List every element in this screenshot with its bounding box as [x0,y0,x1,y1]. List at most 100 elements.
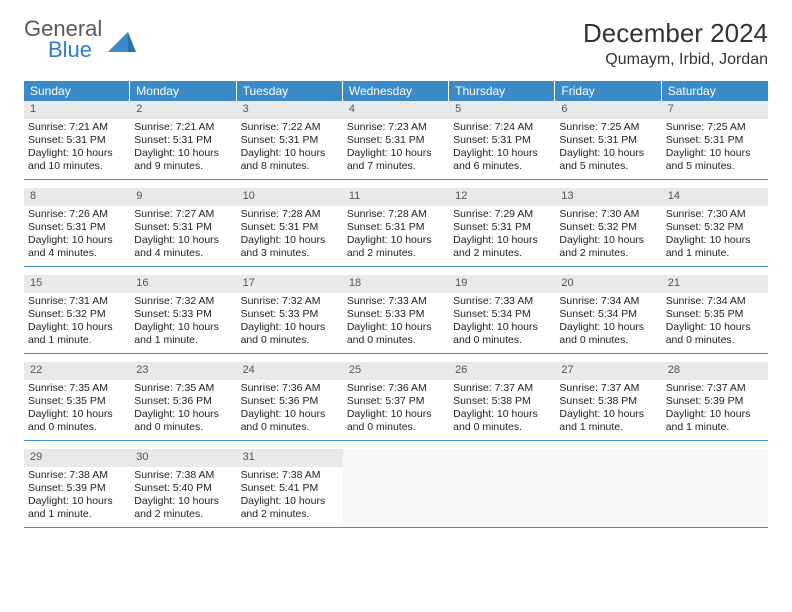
day-body: Sunrise: 7:37 AMSunset: 5:38 PMDaylight:… [449,380,555,439]
day-line: Sunrise: 7:37 AM [559,382,657,395]
day-body: Sunrise: 7:38 AMSunset: 5:41 PMDaylight:… [237,467,343,526]
day-cell: 10Sunrise: 7:28 AMSunset: 5:31 PMDayligh… [237,188,343,266]
day-of-week-header: SundayMondayTuesdayWednesdayThursdayFrid… [24,81,768,101]
day-body: Sunrise: 7:23 AMSunset: 5:31 PMDaylight:… [343,119,449,178]
day-body: Sunrise: 7:38 AMSunset: 5:40 PMDaylight:… [130,467,236,526]
logo-triangle-icon [108,30,136,52]
day-line: Daylight: 10 hours [134,408,232,421]
day-line: Daylight: 10 hours [559,321,657,334]
day-cell: 6Sunrise: 7:25 AMSunset: 5:31 PMDaylight… [555,101,661,179]
day-line: Daylight: 10 hours [241,234,339,247]
day-body: Sunrise: 7:29 AMSunset: 5:31 PMDaylight:… [449,206,555,265]
day-number: 6 [555,101,661,119]
day-body: Sunrise: 7:34 AMSunset: 5:34 PMDaylight:… [555,293,661,352]
day-line: Sunset: 5:31 PM [347,134,445,147]
day-line: Sunset: 5:38 PM [453,395,551,408]
day-cell [662,449,768,527]
day-body: Sunrise: 7:28 AMSunset: 5:31 PMDaylight:… [343,206,449,265]
logo: General Blue [24,18,136,61]
day-line: Daylight: 10 hours [559,147,657,160]
logo-word-blue: Blue [24,39,102,61]
day-cell: 11Sunrise: 7:28 AMSunset: 5:31 PMDayligh… [343,188,449,266]
day-line: Sunrise: 7:31 AM [28,295,126,308]
day-line: Sunset: 5:33 PM [347,308,445,321]
day-cell: 9Sunrise: 7:27 AMSunset: 5:31 PMDaylight… [130,188,236,266]
day-line: Daylight: 10 hours [134,234,232,247]
day-line: Sunrise: 7:38 AM [28,469,126,482]
day-number: 21 [662,275,768,293]
day-line: and 10 minutes. [28,160,126,173]
day-body: Sunrise: 7:26 AMSunset: 5:31 PMDaylight:… [24,206,130,265]
logo-text-block: General Blue [24,18,102,61]
dow-cell: Tuesday [237,81,343,101]
day-line: Sunset: 5:40 PM [134,482,232,495]
day-line: Sunrise: 7:25 AM [666,121,764,134]
day-number: 3 [237,101,343,119]
day-body: Sunrise: 7:33 AMSunset: 5:33 PMDaylight:… [343,293,449,352]
day-line: Daylight: 10 hours [28,495,126,508]
day-line: Sunset: 5:31 PM [28,221,126,234]
week-row: 1Sunrise: 7:21 AMSunset: 5:31 PMDaylight… [24,101,768,180]
day-line: Daylight: 10 hours [347,234,445,247]
day-number: 11 [343,188,449,206]
day-number: 7 [662,101,768,119]
day-line: and 1 minute. [666,247,764,260]
day-line: and 8 minutes. [241,160,339,173]
day-cell: 12Sunrise: 7:29 AMSunset: 5:31 PMDayligh… [449,188,555,266]
day-number: 8 [24,188,130,206]
day-line: and 1 minute. [134,334,232,347]
day-line: and 0 minutes. [28,421,126,434]
day-line: Sunset: 5:41 PM [241,482,339,495]
day-line: and 0 minutes. [241,421,339,434]
day-number: 22 [24,362,130,380]
day-line: and 9 minutes. [134,160,232,173]
day-line: Sunset: 5:31 PM [28,134,126,147]
day-line: Daylight: 10 hours [347,321,445,334]
day-line: and 0 minutes. [453,334,551,347]
day-number: 16 [130,275,236,293]
day-cell: 1Sunrise: 7:21 AMSunset: 5:31 PMDaylight… [24,101,130,179]
day-cell: 26Sunrise: 7:37 AMSunset: 5:38 PMDayligh… [449,362,555,440]
day-line: Sunrise: 7:38 AM [134,469,232,482]
day-line: Sunset: 5:31 PM [241,134,339,147]
week-row: 29Sunrise: 7:38 AMSunset: 5:39 PMDayligh… [24,449,768,528]
day-line: Sunset: 5:37 PM [347,395,445,408]
day-line: and 2 minutes. [347,247,445,260]
day-number: 20 [555,275,661,293]
header: General Blue December 2024 Qumaym, Irbid… [0,0,792,77]
day-line: Sunset: 5:31 PM [666,134,764,147]
day-line: Sunrise: 7:35 AM [28,382,126,395]
day-number: 2 [130,101,236,119]
day-cell: 4Sunrise: 7:23 AMSunset: 5:31 PMDaylight… [343,101,449,179]
day-line: Sunrise: 7:34 AM [559,295,657,308]
day-body: Sunrise: 7:31 AMSunset: 5:32 PMDaylight:… [24,293,130,352]
day-line: and 0 minutes. [347,334,445,347]
day-cell: 31Sunrise: 7:38 AMSunset: 5:41 PMDayligh… [237,449,343,527]
day-line: Sunset: 5:33 PM [241,308,339,321]
day-line: Sunset: 5:33 PM [134,308,232,321]
day-line: Daylight: 10 hours [241,147,339,160]
day-line: Daylight: 10 hours [134,495,232,508]
day-cell: 16Sunrise: 7:32 AMSunset: 5:33 PMDayligh… [130,275,236,353]
day-number: 12 [449,188,555,206]
day-number: 13 [555,188,661,206]
day-line: Daylight: 10 hours [559,234,657,247]
day-body: Sunrise: 7:21 AMSunset: 5:31 PMDaylight:… [130,119,236,178]
day-line: Sunrise: 7:36 AM [241,382,339,395]
day-cell: 30Sunrise: 7:38 AMSunset: 5:40 PMDayligh… [130,449,236,527]
day-line: Daylight: 10 hours [134,321,232,334]
day-line: Sunset: 5:31 PM [134,221,232,234]
day-body: Sunrise: 7:37 AMSunset: 5:39 PMDaylight:… [662,380,768,439]
day-line: Daylight: 10 hours [134,147,232,160]
day-line: Daylight: 10 hours [347,408,445,421]
day-body: Sunrise: 7:28 AMSunset: 5:31 PMDaylight:… [237,206,343,265]
day-line: Sunset: 5:31 PM [453,134,551,147]
day-cell: 7Sunrise: 7:25 AMSunset: 5:31 PMDaylight… [662,101,768,179]
day-line: and 2 minutes. [134,508,232,521]
day-body: Sunrise: 7:33 AMSunset: 5:34 PMDaylight:… [449,293,555,352]
day-line: Daylight: 10 hours [347,147,445,160]
day-line: Sunset: 5:39 PM [28,482,126,495]
day-cell: 18Sunrise: 7:33 AMSunset: 5:33 PMDayligh… [343,275,449,353]
calendar: SundayMondayTuesdayWednesdayThursdayFrid… [24,81,768,528]
day-line: Daylight: 10 hours [453,147,551,160]
